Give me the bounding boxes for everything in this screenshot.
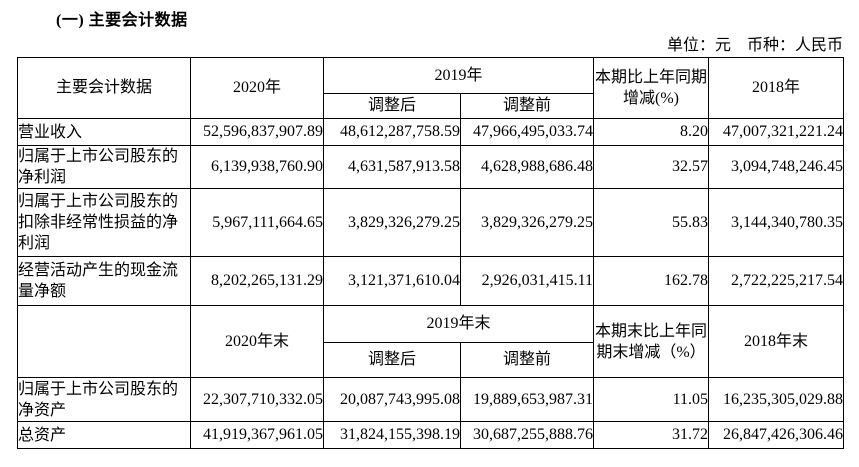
cell-change-value: 31.72 (593, 421, 710, 449)
table-row-revenue: 营业收入 52,596,837,907.89 48,612,287,758.59… (17, 118, 845, 146)
table-row-operating-cash-flow: 经营活动产生的现金流量净额 8,202,265,131.29 3,121,371… (17, 256, 845, 306)
cell-row-label: 归属于上市公司股东的扣除非经常性损益的净利润 (17, 188, 191, 257)
cell-2018-value: 3,094,748,246.45 (708, 145, 845, 189)
cell-2018-value: 26,847,426,306.46 (708, 421, 845, 449)
cell-2020-value: 6,139,938,760.90 (190, 145, 324, 189)
header-main-accounting-data: 主要会计数据 (17, 57, 191, 119)
cell-2019-adjusted-value: 3,121,371,610.04 (323, 256, 461, 306)
cell-2018-value: 47,007,321,221.24 (708, 118, 845, 146)
header-2019-end-before-adjust: 调整前 (459, 342, 595, 378)
cell-row-label: 经营活动产生的现金流量净额 (17, 256, 191, 306)
cell-change-value: 55.83 (593, 188, 710, 257)
cell-2019-adjusted-value: 48,612,287,758.59 (323, 118, 461, 146)
header-row-period-end-sub: 调整后 调整前 (18, 342, 844, 378)
cell-2019-adjusted-value: 20,087,743,995.08 (323, 377, 461, 422)
cell-2019-adjusted-value: 3,829,326,279.25 (323, 188, 461, 257)
header-2019-before-adjust: 调整前 (459, 93, 595, 119)
cell-2019-before-value: 47,966,495,033.74 (459, 118, 595, 146)
cell-2019-adjusted-value: 4,631,587,913.58 (323, 145, 461, 189)
cell-2019-before-value: 4,628,988,686.48 (459, 145, 595, 189)
cell-2020-value: 52,596,837,907.89 (190, 118, 324, 146)
cell-change-value: 11.05 (593, 377, 710, 422)
cell-2020-value: 5,967,111,664.65 (190, 188, 324, 257)
main-accounting-data-table: 主要会计数据 2020年 2019年 本期比上年同期增减(%) 2018年 调整… (17, 57, 845, 449)
section-title: (一) 主要会计数据 (56, 12, 188, 29)
header-2018: 2018年 (708, 57, 845, 119)
cell-2019-before-value: 19,889,653,987.31 (459, 377, 595, 422)
header-yoy-change: 本期比上年同期增减(%) (593, 57, 710, 119)
header-2019: 2019年 (322, 57, 595, 94)
header-row-period-end: 2020年末 2019年末 本期末比上年同期末增减（%） 2018年末 (17, 305, 845, 378)
header-2020: 2020年 (190, 57, 324, 119)
header-2018-end: 2018年末 (708, 305, 845, 378)
cell-change-value: 162.78 (593, 256, 710, 306)
header-2019-end-adjusted: 调整后 (323, 342, 461, 378)
cell-row-label: 营业收入 (17, 118, 191, 146)
cell-2020-value: 8,202,265,131.29 (190, 256, 324, 306)
table-row-deducted-net-profit: 归属于上市公司股东的扣除非经常性损益的净利润 5,967,111,664.65 … (17, 188, 845, 257)
header-row-period: 主要会计数据 2020年 2019年 本期比上年同期增减(%) 2018年 (17, 57, 845, 119)
table-row-net-assets: 归属于上市公司股东的净资产 22,307,710,332.05 20,087,7… (17, 377, 845, 422)
cell-2018-value: 2,722,225,217.54 (708, 256, 845, 306)
header-end-yoy-change: 本期末比上年同期末增减（%） (593, 305, 710, 378)
header-row-period-sub: 调整后 调整前 (18, 93, 844, 119)
table-row-total-assets: 总资产 41,919,367,961.05 31,824,155,398.19 … (17, 421, 845, 449)
table-row-net-profit: 归属于上市公司股东的净利润 6,139,938,760.90 4,631,587… (17, 145, 845, 189)
cell-row-label: 归属于上市公司股东的净资产 (17, 377, 191, 422)
cell-row-label: 归属于上市公司股东的净利润 (17, 145, 191, 189)
header-2019-adjusted: 调整后 (323, 93, 461, 119)
cell-2020-value: 41,919,367,961.05 (190, 421, 324, 449)
header-corner-empty (17, 305, 191, 378)
cell-2019-before-value: 2,926,031,415.11 (459, 256, 595, 306)
cell-row-label: 总资产 (17, 421, 191, 449)
cell-change-value: 32.57 (593, 145, 710, 189)
cell-2020-value: 22,307,710,332.05 (190, 377, 324, 422)
cell-2019-before-value: 3,829,326,279.25 (459, 188, 595, 257)
cell-2019-before-value: 30,687,255,888.76 (459, 421, 595, 449)
cell-2019-adjusted-value: 31,824,155,398.19 (323, 421, 461, 449)
cell-2018-value: 3,144,340,780.35 (708, 188, 845, 257)
header-2019-end: 2019年末 (322, 305, 595, 343)
cell-change-value: 8.20 (593, 118, 710, 146)
header-2020-end: 2020年末 (190, 305, 324, 378)
cell-2018-value: 16,235,305,029.88 (708, 377, 845, 422)
unit-currency-note: 单位：元 币种：人民币 (666, 37, 843, 54)
